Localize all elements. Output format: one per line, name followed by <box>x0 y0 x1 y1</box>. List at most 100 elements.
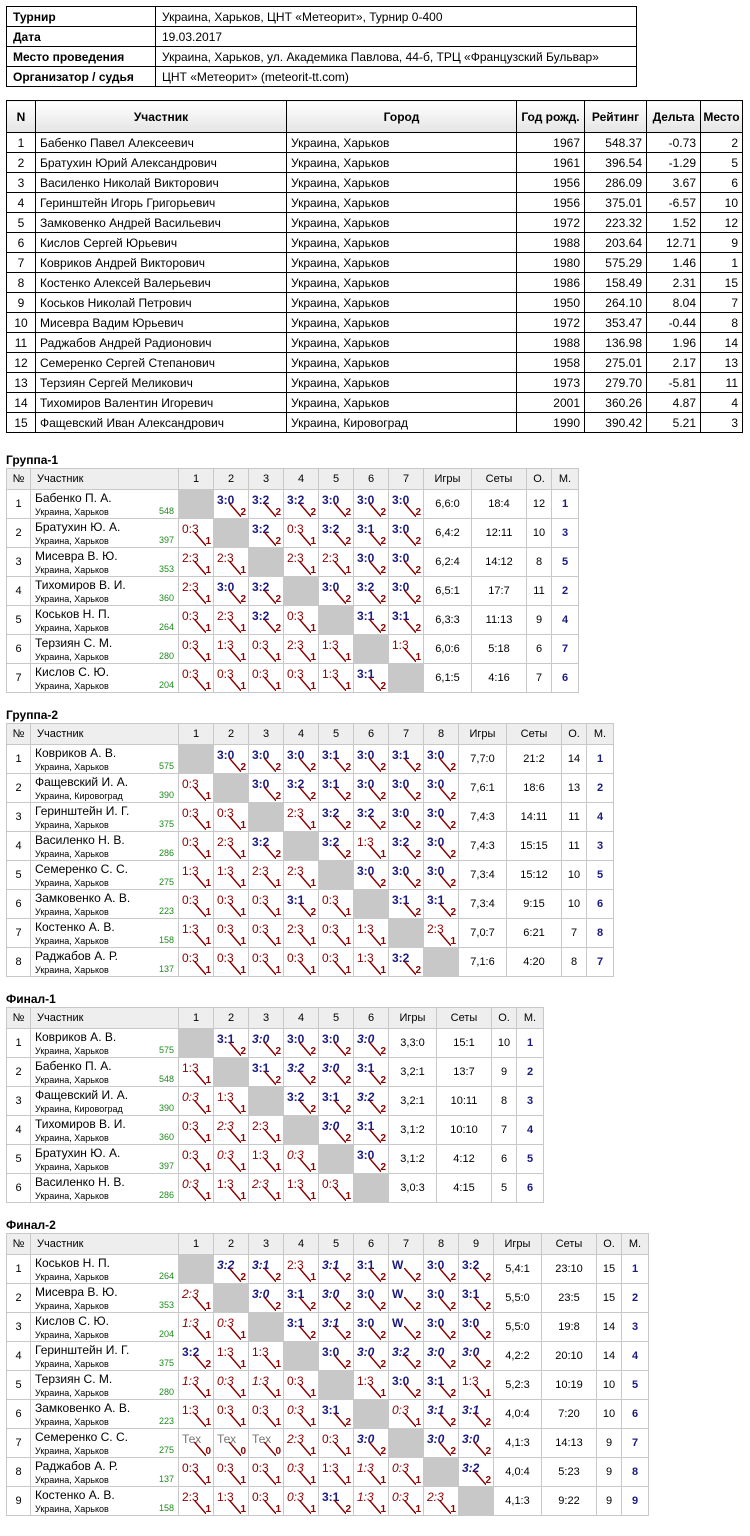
result-cell: 2:3 1 <box>423 918 459 948</box>
player-name: Семеренко С. С. <box>35 1430 128 1444</box>
match-points: 1 <box>345 681 351 692</box>
group-title: Группа-1 <box>6 453 59 467</box>
player: Бабенко П. А. Украина, Харьков 548 <box>30 1057 179 1087</box>
slash <box>229 1326 241 1340</box>
result-cell: 3:1 2 <box>353 518 389 548</box>
match-points: 0 <box>205 1446 211 1457</box>
slash <box>194 1071 206 1085</box>
result-cell: 3:0 2 <box>353 1312 389 1342</box>
player-number: 5 <box>6 1144 31 1174</box>
result-cell: 3:0 2 <box>213 576 249 606</box>
slash <box>264 1384 276 1398</box>
participant-cell: Семеренко Сергей Степанович <box>35 352 287 373</box>
match-points: 1 <box>310 1446 316 1457</box>
participant-cell: 375.01 <box>584 192 647 213</box>
match-points: 2 <box>380 536 386 547</box>
header-row: № Участник 1 2 3 4 5 6 7 8 Игры Сеты О. М. <box>6 723 614 745</box>
games: 6,3:3 <box>423 605 472 635</box>
player-rating: 353 <box>158 564 174 574</box>
header-cell: 1 <box>178 468 214 490</box>
place: 3 <box>621 1312 649 1342</box>
points: 11 <box>526 576 552 606</box>
result-cell: 3:0 2 <box>458 1341 494 1371</box>
result-cell: 3:1 2 <box>318 744 354 774</box>
slash <box>334 1413 346 1427</box>
slash <box>299 961 311 975</box>
match-points: 1 <box>310 1504 316 1515</box>
diagonal-cell <box>318 605 354 635</box>
sets: 12:11 <box>471 518 527 548</box>
match-points: 2 <box>345 1272 351 1283</box>
participant-cell: Украина, Харьков <box>286 252 517 273</box>
info-value: Украина, Харьков, ЦНТ «Метеорит», Турнир… <box>155 6 637 27</box>
match-points: 1 <box>205 1104 211 1115</box>
match-points: 1 <box>415 1417 421 1428</box>
match-points: 2 <box>380 623 386 634</box>
player-row: 4 Тихомиров В. И. Украина, Харьков 360 2:3 1 3… <box>6 576 579 606</box>
participant-cell: 5.21 <box>646 412 701 433</box>
match-points: 1 <box>205 652 211 663</box>
participant-cell: Костенко Алексей Валерьевич <box>35 272 287 293</box>
participant-cell: 1967 <box>516 132 585 153</box>
match-points: 1 <box>240 878 246 889</box>
player-row: 8 Раджабов А. Р. Украина, Харьков 137 0:3 1 0:… <box>6 1457 649 1487</box>
match-points: 2 <box>415 791 421 802</box>
match-points: 1 <box>275 1417 281 1428</box>
match-points: 1 <box>205 820 211 831</box>
slash <box>229 1355 241 1369</box>
result-cell: 3:1 2 <box>318 1254 354 1284</box>
result-cell: 3:2 2 <box>318 518 354 548</box>
match-points: 1 <box>275 1504 281 1515</box>
slash <box>299 1471 311 1485</box>
player-row: 4 Геринштейн И. Г. Украина, Харьков 375 3:2 2… <box>6 1341 649 1371</box>
participant-cell: 14 <box>700 332 743 353</box>
slash <box>369 1471 381 1485</box>
games: 7,0:7 <box>458 918 507 948</box>
group-table: № Участник 1 2 3 4 5 6 7 Игры Сеты О. М. 1 Бабенко П. … <box>6 468 579 693</box>
match-points: 0 <box>240 1446 246 1457</box>
games: 7,4:3 <box>458 802 507 832</box>
result-cell: 0:3 1 <box>283 1370 319 1400</box>
slash <box>299 816 311 830</box>
participant-cell: 13 <box>6 372 36 393</box>
match-points: 1 <box>345 565 351 576</box>
diagonal-cell <box>458 1486 494 1516</box>
match-points: 1 <box>205 907 211 918</box>
player-rating: 375 <box>158 1358 174 1368</box>
match-points: 1 <box>310 1191 316 1202</box>
result-cell: 1:3 1 <box>388 634 424 664</box>
participant-cell: 1.46 <box>646 252 701 273</box>
participant-row: 12 Семеренко Сергей Степанович Украина, Ха… <box>6 352 743 373</box>
result-cell: 1:3 1 <box>178 918 214 948</box>
participant-cell: 4.87 <box>646 392 701 413</box>
result-cell: 0:3 1 <box>213 1144 249 1174</box>
result-cell: 3:2 2 <box>458 1254 494 1284</box>
match-points: 1 <box>275 652 281 663</box>
result-cell: 3:1 2 <box>213 1028 249 1058</box>
match-points: 2 <box>415 536 421 547</box>
slash <box>229 1158 241 1172</box>
slash <box>334 932 346 946</box>
match-points: 2 <box>380 1133 386 1144</box>
result-cell: 3:0 2 <box>318 576 354 606</box>
match-points: 1 <box>275 1162 281 1173</box>
slash <box>369 845 381 859</box>
sets: 20:10 <box>541 1341 597 1371</box>
match-points: 2 <box>380 1046 386 1057</box>
result-cell: 3:1 2 <box>318 1399 354 1429</box>
slash <box>404 1413 416 1427</box>
slash <box>229 903 241 917</box>
match-points: 1 <box>275 878 281 889</box>
player-row: 1 Коськов Н. П. Украина, Харьков 264 3:2 2 3:1… <box>6 1254 649 1284</box>
result-cell: 0:3 1 <box>178 889 214 919</box>
slash <box>439 1268 451 1282</box>
result-cell: 3:1 2 <box>283 889 319 919</box>
result-cell: 1:3 1 <box>213 860 249 890</box>
diagonal-cell <box>283 576 319 606</box>
result-cell: 2:3 1 <box>213 1115 249 1145</box>
match-points: 2 <box>345 1104 351 1115</box>
diagonal-cell <box>388 918 424 948</box>
games: 4,2:2 <box>493 1341 542 1371</box>
player-row: 5 Братухин Ю. А. Украина, Харьков 397 0:3 1 0:… <box>6 1144 544 1174</box>
